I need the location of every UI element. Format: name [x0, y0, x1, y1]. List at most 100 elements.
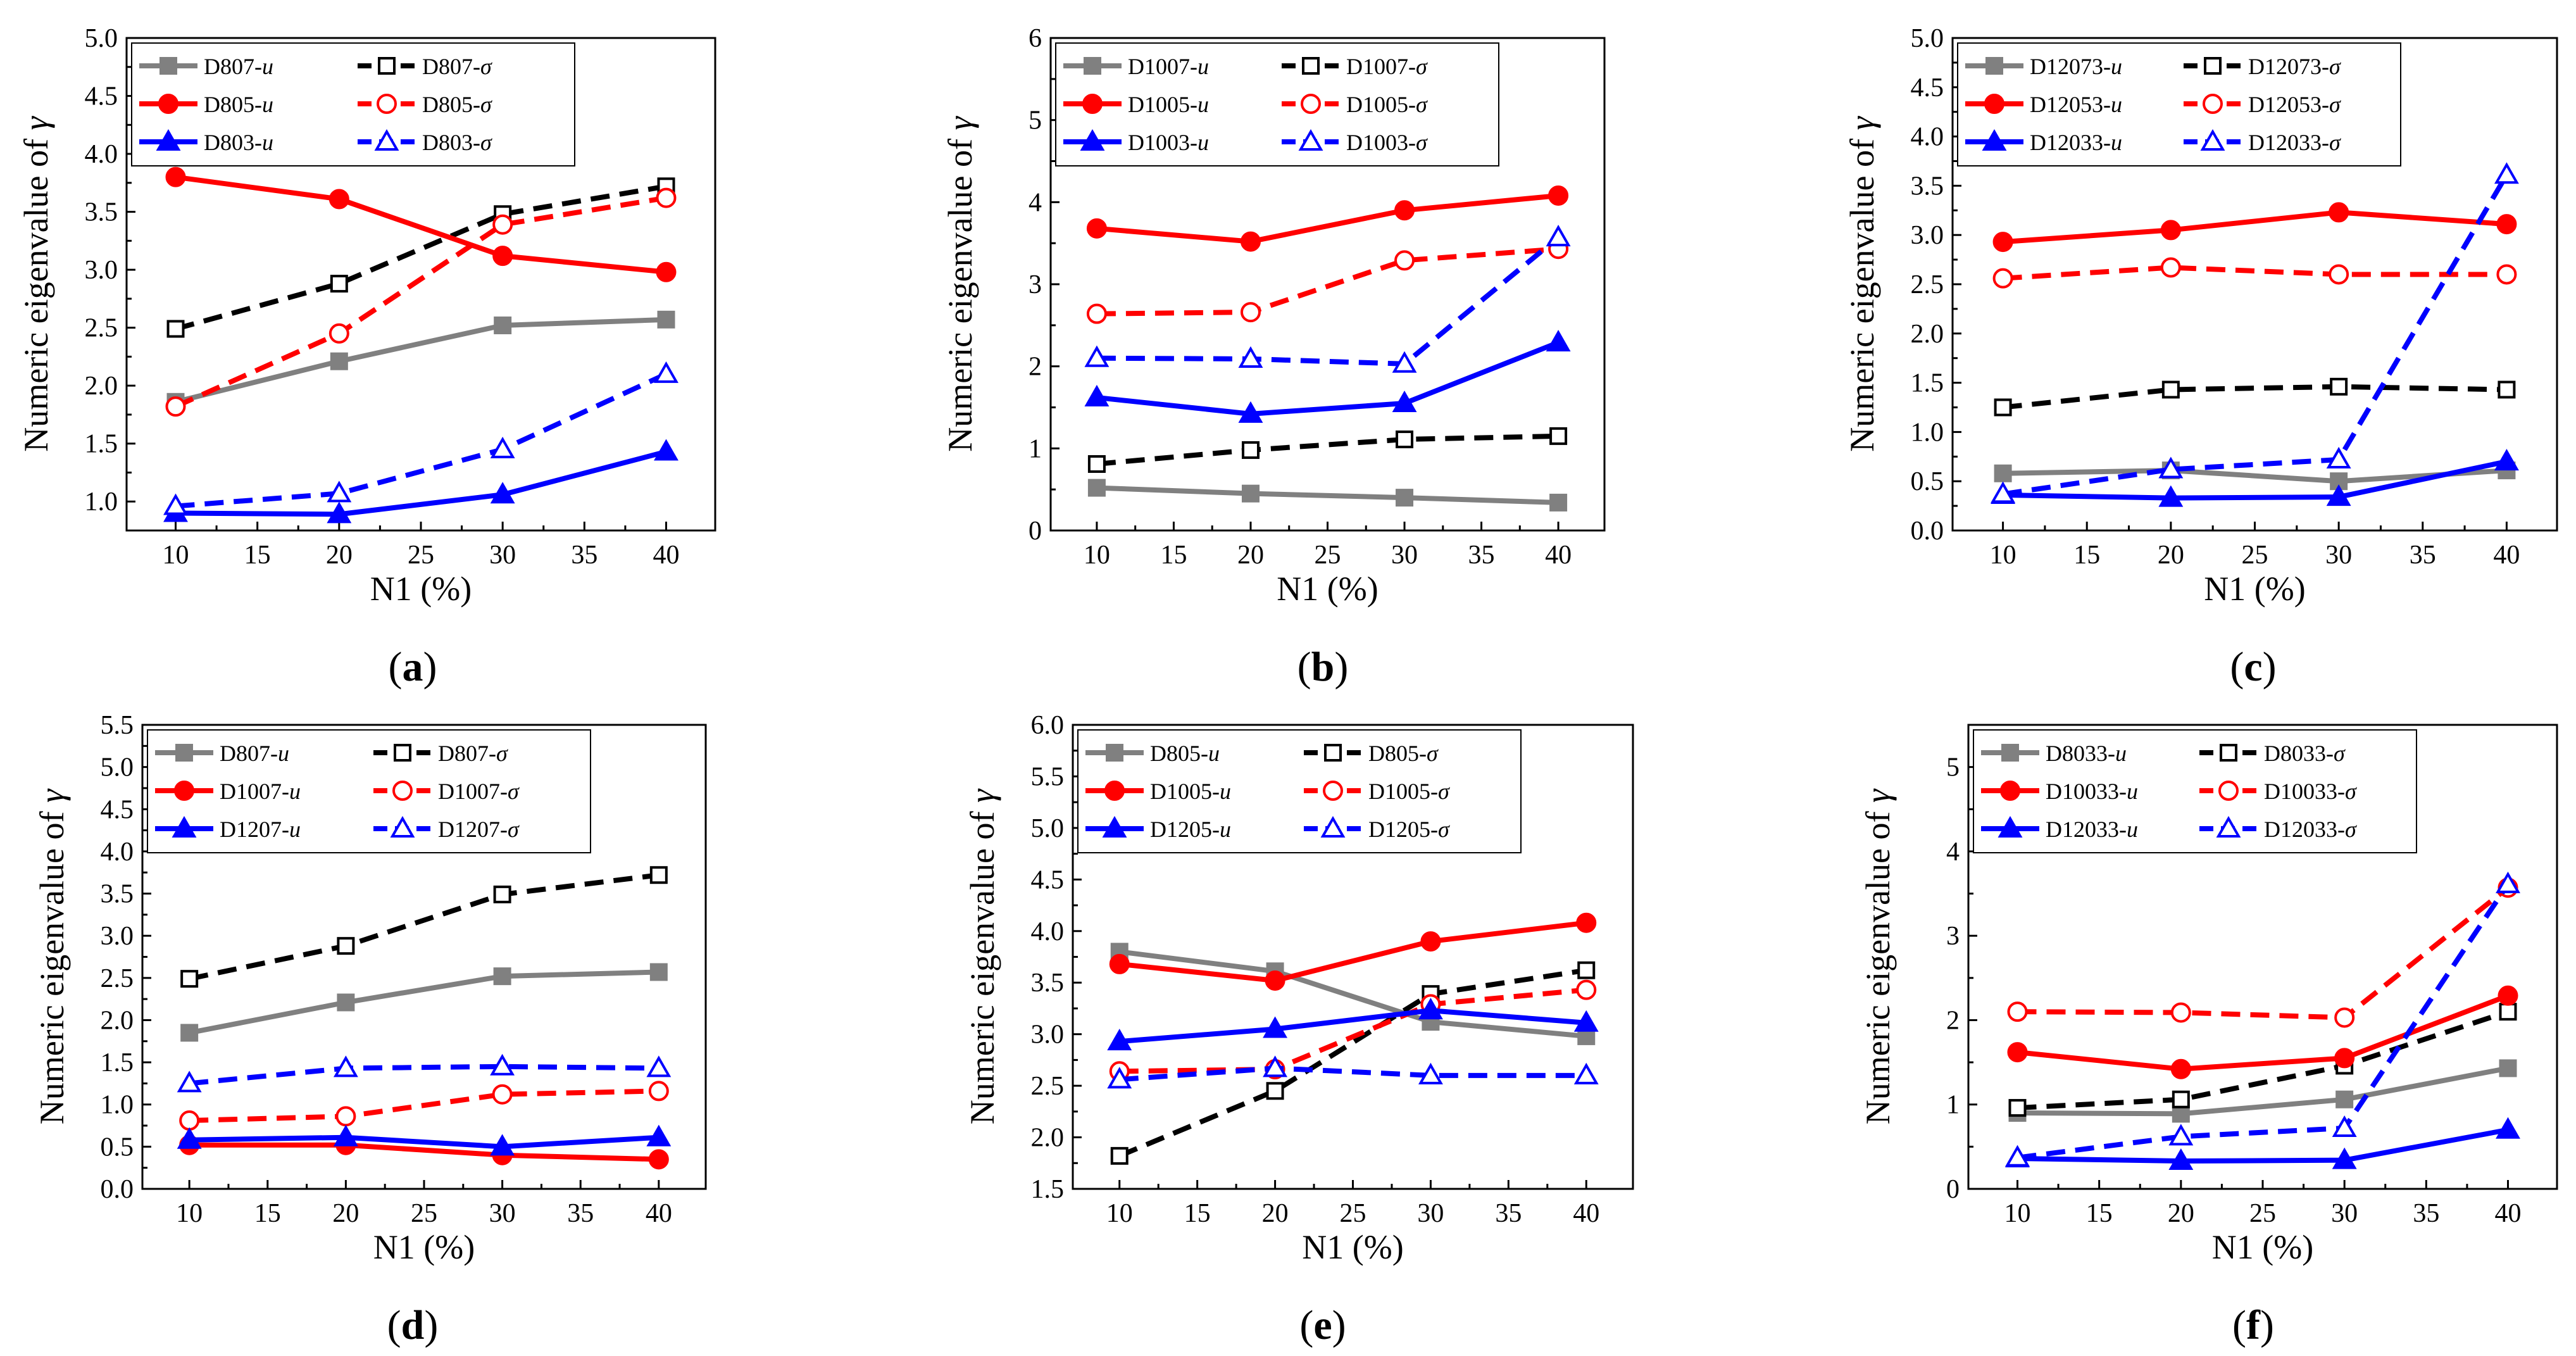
- data-point: [2332, 1147, 2357, 1169]
- data-point: [2005, 1145, 2030, 1167]
- series-4: [165, 187, 677, 417]
- y-axis-label: Numeric eigenvalue of γ: [1843, 116, 1881, 452]
- legend-marker: [2218, 781, 2239, 801]
- legend-marker: [2204, 57, 2222, 75]
- data-point: [165, 166, 186, 187]
- legend: D8033-u D8033-σ D10033-u D10033-σ D12033-u D1…: [1973, 729, 2417, 853]
- chart-panel-3: 10 15 20 25 30 35 40 0.0 0.5 1.0 1.5 2.0 2.5 3.0 3.5 4.…: [1843, 24, 2558, 690]
- data-point: [1576, 979, 1597, 1000]
- data-point: [2326, 446, 2351, 468]
- x-tick-label: 10: [1084, 541, 1110, 570]
- legend-label: D1207-σ: [438, 817, 520, 842]
- y-tick-label: 6.0: [1031, 711, 1065, 740]
- data-point: [2332, 1115, 2357, 1138]
- series-line: [189, 1088, 659, 1124]
- legend-marker: [1080, 129, 1105, 151]
- data-point: [2329, 202, 2349, 223]
- y-tick-label: 5.0: [1911, 24, 1944, 53]
- data-point: [2168, 1124, 2194, 1146]
- data-point: [490, 1053, 515, 1076]
- x-tick-label: 40: [2495, 1199, 2522, 1228]
- y-axis-label: Numeric eigenvalue of γ: [1859, 788, 1897, 1124]
- x-tick-label: 40: [646, 1199, 672, 1228]
- x-tick-label: 35: [2410, 541, 2436, 570]
- data-point: [327, 480, 352, 503]
- legend-marker: [174, 781, 194, 801]
- data-point: [165, 396, 186, 417]
- series-2: [1087, 427, 1568, 473]
- y-tick-label: 4.0: [1911, 123, 1944, 152]
- data-point: [1084, 384, 1110, 406]
- chart-panel-6: 10 15 20 25 30 35 40 0 1 2 3 4 5 N1 (%) Numeric eigenv…: [1859, 724, 2558, 1348]
- legend-label: D8033-u: [2046, 741, 2127, 766]
- data-point: [492, 246, 513, 267]
- series-line: [189, 1142, 659, 1162]
- legend-label: D1007-u: [220, 779, 301, 804]
- series-line: [2017, 1009, 2509, 1111]
- data-point: [1994, 398, 2012, 417]
- x-tick-label: 30: [1417, 1199, 1444, 1228]
- data-point: [2496, 1117, 2520, 1139]
- legend-marker: [2001, 744, 2019, 762]
- series-5: [177, 1124, 672, 1156]
- x-axis-label: N1 (%): [1277, 570, 1378, 608]
- panel-label: (a): [389, 644, 437, 690]
- data-point: [2496, 214, 2517, 235]
- legend-marker: [175, 744, 193, 762]
- data-point: [1576, 912, 1597, 933]
- data-point: [2172, 1090, 2190, 1108]
- y-tick-label: 0: [1946, 1175, 1960, 1204]
- data-point: [1396, 489, 1414, 507]
- data-point: [648, 1081, 669, 1102]
- series-3: [1086, 185, 1569, 252]
- legend-label: D805-σ: [1368, 741, 1439, 766]
- legend-marker: [2216, 815, 2241, 838]
- data-point: [2334, 1007, 2355, 1028]
- legend-box: [1055, 42, 1499, 166]
- series-line: [1096, 433, 1559, 467]
- y-tick-label: 4.0: [85, 140, 118, 169]
- data-point: [657, 310, 675, 329]
- data-point: [1991, 481, 2016, 503]
- data-point: [646, 1124, 672, 1146]
- panel-label: (e): [1299, 1302, 1346, 1348]
- legend-label: D1005-u: [1128, 92, 1209, 117]
- x-tick-label: 35: [1468, 541, 1495, 570]
- series-line: [2017, 1127, 2509, 1164]
- data-point: [328, 323, 349, 344]
- legend-label: D12073-u: [2030, 54, 2122, 79]
- data-point: [1549, 493, 1568, 512]
- y-tick-label: 5.0: [101, 753, 134, 782]
- legend-label: D12033-u: [2046, 817, 2138, 842]
- legend-label: D1007-σ: [1346, 54, 1428, 79]
- series-line: [189, 1064, 659, 1086]
- data-point: [646, 1055, 672, 1077]
- y-tick-label: 1.5: [101, 1048, 134, 1077]
- data-point: [1087, 479, 1106, 497]
- data-point: [1241, 484, 1260, 503]
- x-tick-label: 25: [2249, 1199, 2276, 1228]
- data-point: [1418, 1062, 1443, 1084]
- data-point: [2007, 1001, 2028, 1022]
- data-point: [1263, 1016, 1288, 1038]
- data-point: [2498, 985, 2518, 1006]
- series-line: [2003, 265, 2507, 281]
- data-point: [490, 1134, 515, 1156]
- legend-marker: [1102, 815, 1127, 838]
- legend-marker: [2220, 744, 2237, 762]
- data-point: [2334, 1048, 2355, 1069]
- legend: D807-u D807-σ D1007-u D1007-σ D1207-u D1207-σ: [147, 729, 591, 853]
- legend-label: D10033-u: [2046, 779, 2138, 804]
- y-tick-label: 0.0: [1911, 517, 1944, 546]
- data-point: [493, 885, 511, 903]
- y-tick-label: 1.0: [85, 487, 118, 517]
- data-point: [1396, 430, 1414, 449]
- legend-marker: [1998, 815, 2023, 838]
- data-point: [1394, 200, 1415, 221]
- x-tick-label: 40: [653, 541, 680, 570]
- data-point: [2330, 377, 2348, 396]
- x-tick-label: 15: [244, 541, 271, 570]
- chart-panel-4: 10 15 20 25 30 35 40 0.0 0.5 1.0 1.5 2.0 2.5 3.0 3.5 4.…: [33, 711, 707, 1348]
- x-axis-label: N1 (%): [2204, 570, 2305, 608]
